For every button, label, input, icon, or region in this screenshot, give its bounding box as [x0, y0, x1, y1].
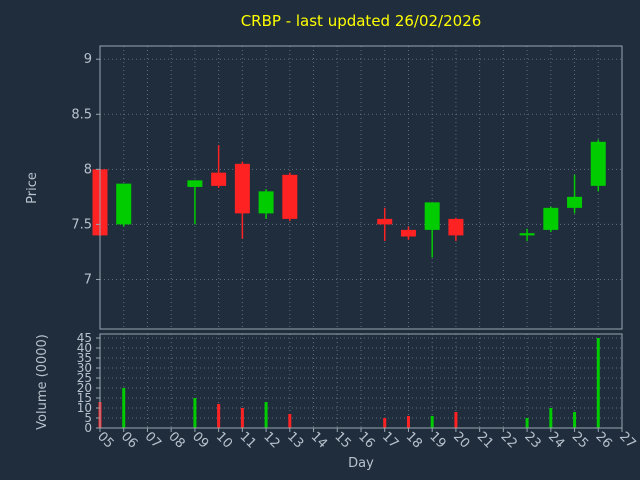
candle-body [211, 172, 227, 186]
x-tick-label: 21 [474, 429, 496, 451]
x-tick-label: 06 [118, 429, 140, 451]
volume-bar [193, 398, 197, 428]
x-tick-label: 16 [355, 429, 377, 451]
x-tick-label: 10 [213, 429, 235, 451]
volume-tick-label: 5 [84, 411, 92, 425]
x-tick-label: 09 [189, 429, 211, 451]
x-axis-title: Day [348, 456, 374, 471]
volume-tick-label: 45 [77, 331, 92, 345]
volume-bars-layer [98, 338, 600, 428]
candle-body [424, 202, 440, 230]
volume-tick-label: 35 [77, 351, 92, 365]
volume-bar [525, 418, 529, 428]
volume-tick-label: 30 [77, 361, 92, 375]
candle-body [282, 174, 298, 219]
x-tick-label: 20 [450, 429, 472, 451]
candle-body [448, 218, 464, 236]
candle-body [116, 183, 132, 225]
price-tick-label: 8 [84, 162, 92, 177]
x-tick-label: 14 [308, 429, 330, 451]
volume-bar [454, 412, 458, 428]
x-tick-label: 19 [426, 429, 448, 451]
volume-bar [122, 388, 126, 428]
x-tick-label: 18 [403, 429, 425, 451]
candle-body [377, 218, 393, 225]
candle-body [234, 163, 250, 214]
volume-tick-label: 40 [77, 341, 92, 355]
price-tick-label: 8.5 [71, 107, 92, 122]
volume-axis-title: Volume (0000) [35, 334, 50, 430]
candle-body [543, 207, 559, 230]
candle-body [400, 229, 416, 237]
volume-tick-label: 0 [84, 421, 92, 435]
x-tick-label: 27 [616, 429, 638, 451]
chart-title: CRBP - last updated 26/02/2026 [241, 12, 482, 30]
volume-bar [240, 408, 244, 428]
volume-bar [406, 416, 410, 428]
price-tick-label: 7.5 [71, 217, 92, 232]
price-tick-label: 9 [84, 52, 92, 67]
candle-body [258, 191, 274, 214]
volume-bar [430, 416, 434, 428]
volume-bar [217, 404, 221, 428]
x-tick-label: 22 [498, 429, 520, 451]
volume-tick-label: 10 [77, 401, 92, 415]
x-tick-label: 15 [331, 429, 353, 451]
x-tick-label: 05 [94, 429, 116, 451]
axis-labels-layer: 05 06 07 08 09 10 11 12 13 14 15 16 17 18 19 20 21 22 23 24… [71, 52, 638, 451]
x-tick-label: 25 [569, 429, 591, 451]
volume-bar [288, 414, 292, 428]
volume-bar [264, 402, 268, 428]
x-tick-label: 26 [592, 429, 614, 451]
x-tick-label: 07 [142, 429, 164, 451]
x-tick-label: 24 [545, 429, 567, 451]
x-tick-label: 13 [284, 429, 306, 451]
candle-body [519, 233, 535, 236]
price-axis-title: Price [25, 172, 40, 204]
x-tick-label: 23 [521, 429, 543, 451]
volume-bar [549, 408, 553, 428]
candle-body [590, 141, 606, 186]
volume-tick-label: 15 [77, 391, 92, 405]
volume-bar [573, 412, 577, 428]
x-tick-label: 11 [237, 429, 259, 451]
x-tick-label: 17 [379, 429, 401, 451]
price-tick-label: 7 [84, 272, 92, 287]
volume-tick-label: 25 [77, 371, 92, 385]
volume-bar [596, 338, 600, 428]
grid-layer [99, 46, 623, 429]
candle-body [187, 180, 203, 187]
candles-layer [92, 139, 606, 258]
x-tick-label: 08 [165, 429, 187, 451]
price-panel-border [99, 45, 623, 330]
volume-bar [383, 418, 387, 428]
volume-tick-label: 20 [77, 381, 92, 395]
candle-body [567, 196, 583, 208]
x-tick-label: 12 [260, 429, 282, 451]
